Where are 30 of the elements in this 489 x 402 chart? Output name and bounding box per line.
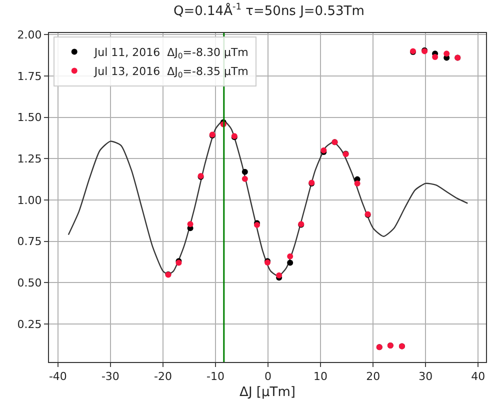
y-tick-label: 1.75 (17, 70, 42, 83)
legend-label: Jul 13, 2016 ΔJ$_{0}$=-8.35 μTm (93, 65, 248, 80)
y-tick-label: 1.25 (17, 152, 42, 166)
x-tick-label: -20 (154, 370, 172, 384)
point (444, 50, 450, 57)
point (432, 54, 438, 60)
x-tick-label: 0 (264, 370, 272, 384)
x-tick-label: -40 (48, 370, 67, 384)
point (287, 253, 294, 260)
point (276, 272, 282, 278)
x-axis-title: ΔJ [μTm] (240, 384, 296, 400)
x-tick-label: 40 (471, 370, 486, 384)
point (242, 176, 248, 182)
y-tick-label: 1.50 (17, 111, 42, 124)
y-tick-label: 0.50 (17, 276, 42, 290)
y-tick-label: 1.00 (17, 194, 42, 207)
chart-title: Q=0.14Å$^{-1}$ τ=50ns J=0.53Tm (174, 2, 364, 20)
x-tick-label: 20 (366, 370, 380, 384)
x-tick-label: 10 (314, 370, 328, 384)
y-tick-label: 0.25 (17, 318, 42, 331)
legend-label: Jul 11, 2016 ΔJ$_{0}$=-8.30 μTm (93, 46, 248, 60)
point (287, 260, 294, 266)
point (354, 180, 360, 186)
point (242, 168, 248, 175)
point (187, 221, 194, 228)
x-tick-label: 30 (418, 370, 433, 384)
y-tick-label: 2.00 (17, 28, 42, 42)
x-tick-label: -10 (206, 370, 224, 384)
x-tick-label: -30 (101, 370, 120, 384)
y-tick-label: 0.75 (17, 235, 42, 248)
